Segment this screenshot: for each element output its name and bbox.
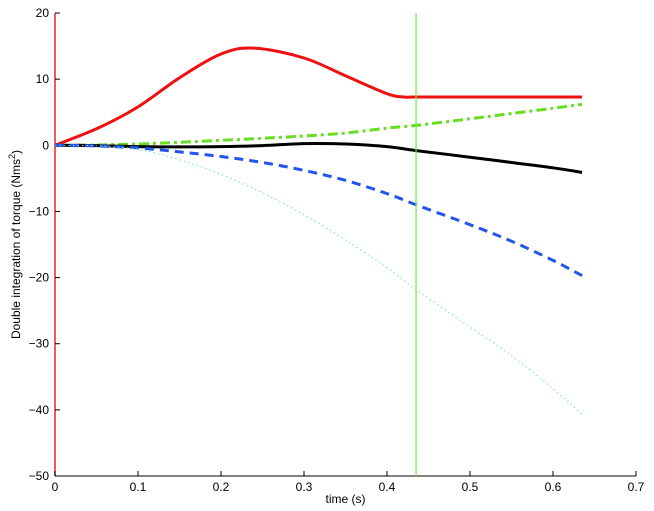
series-line-4 (54, 143, 583, 277)
x-tick-label: 0.2 (213, 480, 230, 494)
y-tick-label: 10 (36, 72, 50, 86)
x-tick-label: 0.7 (628, 480, 645, 494)
y-tick-label: −30 (29, 337, 50, 351)
y-tick-label: 0 (42, 138, 49, 152)
x-tick-label: 0 (52, 480, 59, 494)
y-axis-label-superscript: 2 (7, 154, 17, 159)
y-tick-label: −10 (29, 204, 50, 218)
series-line-3 (54, 142, 583, 174)
y-axis-label: Double integration of torque (Nms2) (7, 150, 23, 339)
series-line-1 (54, 46, 583, 147)
series-line-5 (54, 144, 583, 415)
y-tick-label: 20 (36, 6, 50, 20)
series-line-2 (54, 102, 583, 147)
axis-ticks: 0 0.1 0.2 0.3 0.4 0.5 0.6 0.7 −50 −40 −30 −20 −10 0 10… (29, 6, 645, 494)
y-axis-label-close: ) (9, 150, 23, 154)
x-tick-label: 0.6 (545, 480, 562, 494)
x-tick-label: 0.3 (296, 480, 313, 494)
y-tick-label: −20 (29, 271, 50, 285)
series-layer (54, 46, 583, 415)
x-axis-label: time (s) (326, 492, 366, 506)
x-tick-label: 0.1 (130, 480, 147, 494)
x-tick-label: 0.5 (462, 480, 479, 494)
y-axis-label-main: Double integration of torque (Nms (9, 159, 23, 339)
x-tick-label: 0.4 (379, 480, 396, 494)
y-tick-label: −50 (29, 469, 50, 483)
y-tick-label: −40 (29, 403, 50, 417)
